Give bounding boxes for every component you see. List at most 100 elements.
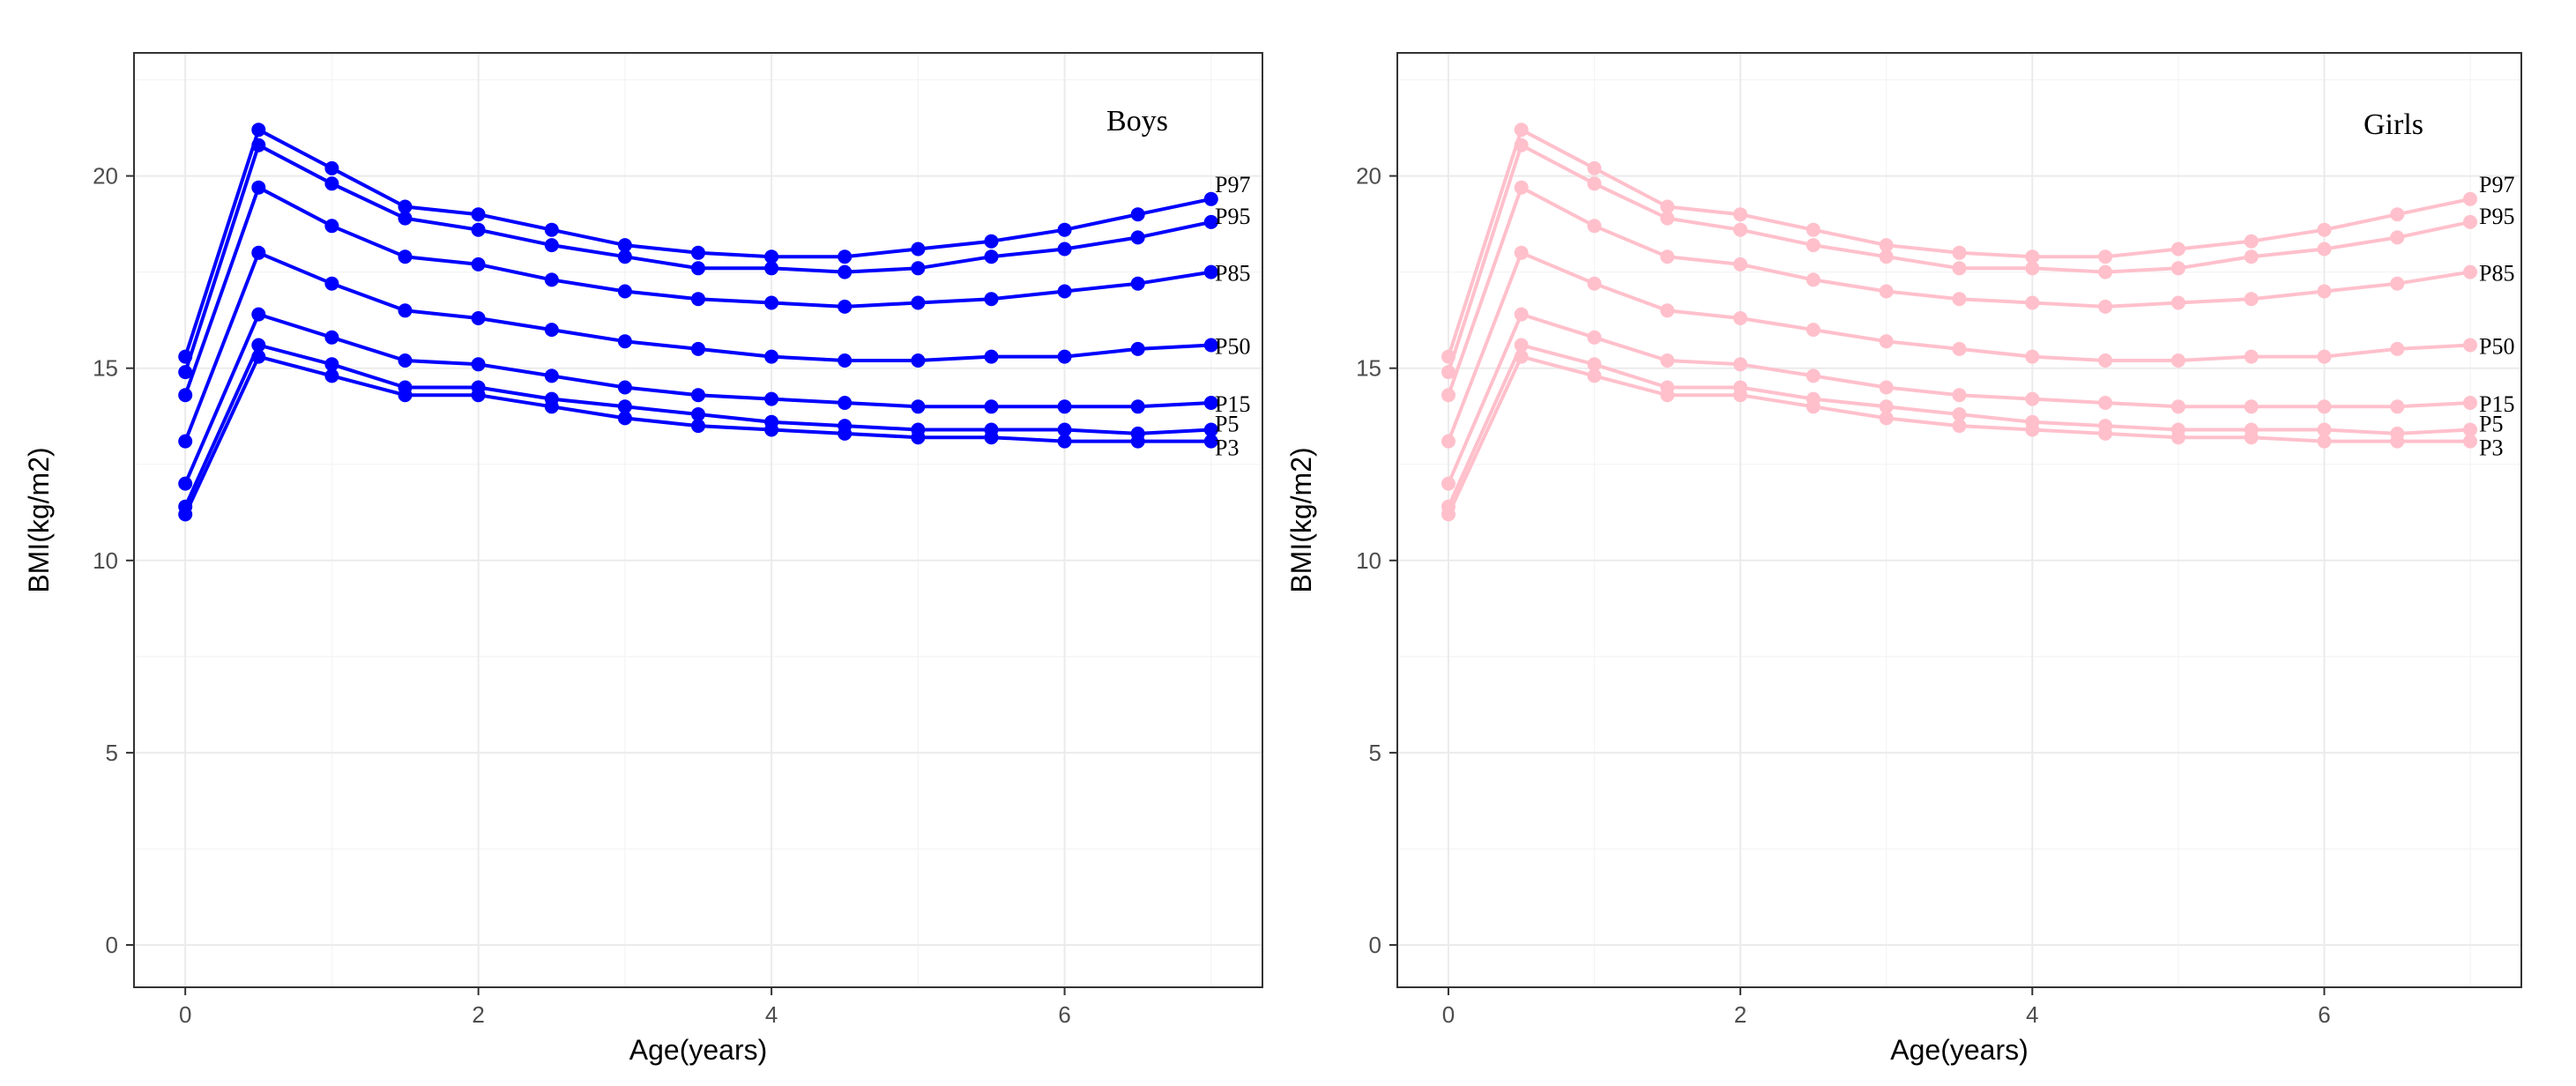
girls-line-p85 bbox=[1447, 185, 2471, 396]
boys-label-p5: P5 bbox=[1215, 412, 1239, 437]
boys-point-p5 bbox=[324, 357, 339, 372]
boys-point-p5 bbox=[1203, 422, 1218, 437]
boys-point-p85 bbox=[544, 272, 559, 287]
girls-point-p95 bbox=[1441, 365, 1456, 380]
boys-point-p3 bbox=[398, 388, 413, 403]
boys-x-tick-label: 4 bbox=[765, 1001, 778, 1028]
boys-point-p50 bbox=[178, 434, 193, 449]
girls-point-p15 bbox=[1660, 353, 1675, 368]
boys-point-p85 bbox=[398, 249, 413, 264]
girls-point-p50 bbox=[1587, 276, 1602, 291]
boys-point-p95 bbox=[911, 261, 926, 276]
boys-point-p95 bbox=[471, 222, 486, 237]
boys-line-p3 bbox=[183, 354, 1211, 516]
boys-label-p3: P3 bbox=[1215, 435, 1239, 461]
boys-point-p85 bbox=[984, 292, 999, 307]
girls-y-tick-label: 20 bbox=[1356, 163, 1381, 190]
boys-point-p95 bbox=[984, 249, 999, 264]
boys-x-tick-label: 2 bbox=[472, 1001, 484, 1028]
girls-point-p15 bbox=[1805, 368, 1820, 383]
girls-point-p50 bbox=[2170, 353, 2185, 368]
boys-point-p97 bbox=[764, 249, 779, 264]
boys-point-p85 bbox=[1057, 284, 1072, 299]
boys-point-p3 bbox=[764, 422, 779, 437]
boys-point-p95 bbox=[617, 249, 632, 264]
girls-point-p3 bbox=[1879, 411, 1894, 426]
boys-point-p15 bbox=[544, 368, 559, 383]
girls-point-p97 bbox=[2025, 249, 2040, 264]
girls-panel-border bbox=[1396, 52, 2522, 988]
boys-point-p97 bbox=[691, 245, 705, 260]
girls-label-p50: P50 bbox=[2479, 334, 2514, 360]
girls-point-p3 bbox=[2170, 430, 2185, 445]
girls-y-tick-label: 5 bbox=[1369, 740, 1381, 766]
girls-point-p15 bbox=[2390, 399, 2405, 414]
girls-point-p50 bbox=[1733, 311, 1748, 325]
boys-point-p97 bbox=[1203, 191, 1218, 206]
girls-point-p95 bbox=[2098, 264, 2113, 279]
girls-point-p50 bbox=[2025, 349, 2040, 364]
boys-point-p3 bbox=[324, 368, 339, 383]
boys-point-p50 bbox=[691, 341, 705, 356]
girls-point-p95 bbox=[1952, 261, 1967, 276]
girls-point-p3 bbox=[2463, 434, 2477, 449]
girls-x-tick-label: 4 bbox=[2026, 1001, 2038, 1028]
boys-point-p97 bbox=[617, 238, 632, 253]
boys-x-axis-title: Age(years) bbox=[629, 1034, 768, 1066]
girls-point-p50 bbox=[2098, 353, 2113, 368]
boys-point-p95 bbox=[398, 211, 413, 226]
girls-point-p85 bbox=[1441, 388, 1456, 403]
boys-label-p50: P50 bbox=[1215, 334, 1250, 360]
boys-y-tick-label: 5 bbox=[106, 740, 118, 766]
girls-point-p50 bbox=[1514, 245, 1529, 260]
girls-grid bbox=[1397, 53, 2521, 987]
girls-point-p97 bbox=[2244, 234, 2259, 249]
girls-point-p97 bbox=[1514, 123, 1529, 138]
boys-point-p95 bbox=[764, 261, 779, 276]
boys-point-p97 bbox=[324, 160, 339, 175]
boys-point-p15 bbox=[471, 357, 486, 372]
girls-point-p95 bbox=[1587, 176, 1602, 191]
girls-point-p85 bbox=[2244, 292, 2259, 307]
girls-point-p50 bbox=[1441, 434, 1456, 449]
boys-point-p15 bbox=[1057, 399, 1072, 414]
boys-point-p5 bbox=[617, 399, 632, 414]
boys-point-p15 bbox=[1130, 399, 1145, 414]
boys-point-p50 bbox=[984, 349, 999, 364]
girls-point-p50 bbox=[1879, 334, 1894, 349]
girls-point-p15 bbox=[2025, 391, 2040, 406]
boys-point-p97 bbox=[911, 242, 926, 257]
boys-point-p15 bbox=[178, 476, 193, 491]
girls-line-p3 bbox=[1447, 354, 2470, 516]
boys-point-p97 bbox=[984, 234, 999, 249]
boys-point-p50 bbox=[1203, 338, 1218, 353]
girls-point-p15 bbox=[1733, 357, 1748, 372]
boys-point-p85 bbox=[251, 180, 266, 195]
boys-point-p85 bbox=[764, 295, 779, 310]
girls-point-p97 bbox=[1587, 160, 1602, 175]
boys-point-p15 bbox=[324, 330, 339, 345]
boys-point-p85 bbox=[471, 257, 486, 272]
boys-point-p95 bbox=[251, 138, 266, 152]
boys-y-tick-label: 15 bbox=[93, 355, 118, 382]
girls-point-p85 bbox=[2170, 295, 2185, 310]
girls-point-p95 bbox=[2317, 242, 2332, 257]
girls-point-p85 bbox=[1805, 272, 1820, 287]
girls-point-p85 bbox=[1514, 180, 1529, 195]
boys-point-p85 bbox=[1130, 276, 1145, 291]
girls-label-p95: P95 bbox=[2479, 204, 2514, 229]
girls-y-tick-label: 10 bbox=[1356, 547, 1381, 574]
boys-panel-border bbox=[133, 52, 1263, 988]
girls-point-p97 bbox=[2170, 242, 2185, 257]
boys-point-p95 bbox=[691, 261, 705, 276]
girls-point-p95 bbox=[1879, 249, 1894, 264]
boys-point-p50 bbox=[617, 334, 632, 349]
girls-point-p3 bbox=[2098, 426, 2113, 441]
girls-point-p5 bbox=[1952, 407, 1967, 421]
girls-point-p15 bbox=[1441, 476, 1456, 491]
boys-y-tick-label: 20 bbox=[93, 163, 118, 190]
boys-point-p85 bbox=[1203, 264, 1218, 279]
boys-point-p3 bbox=[544, 399, 559, 414]
girls-point-p95 bbox=[1514, 138, 1529, 152]
